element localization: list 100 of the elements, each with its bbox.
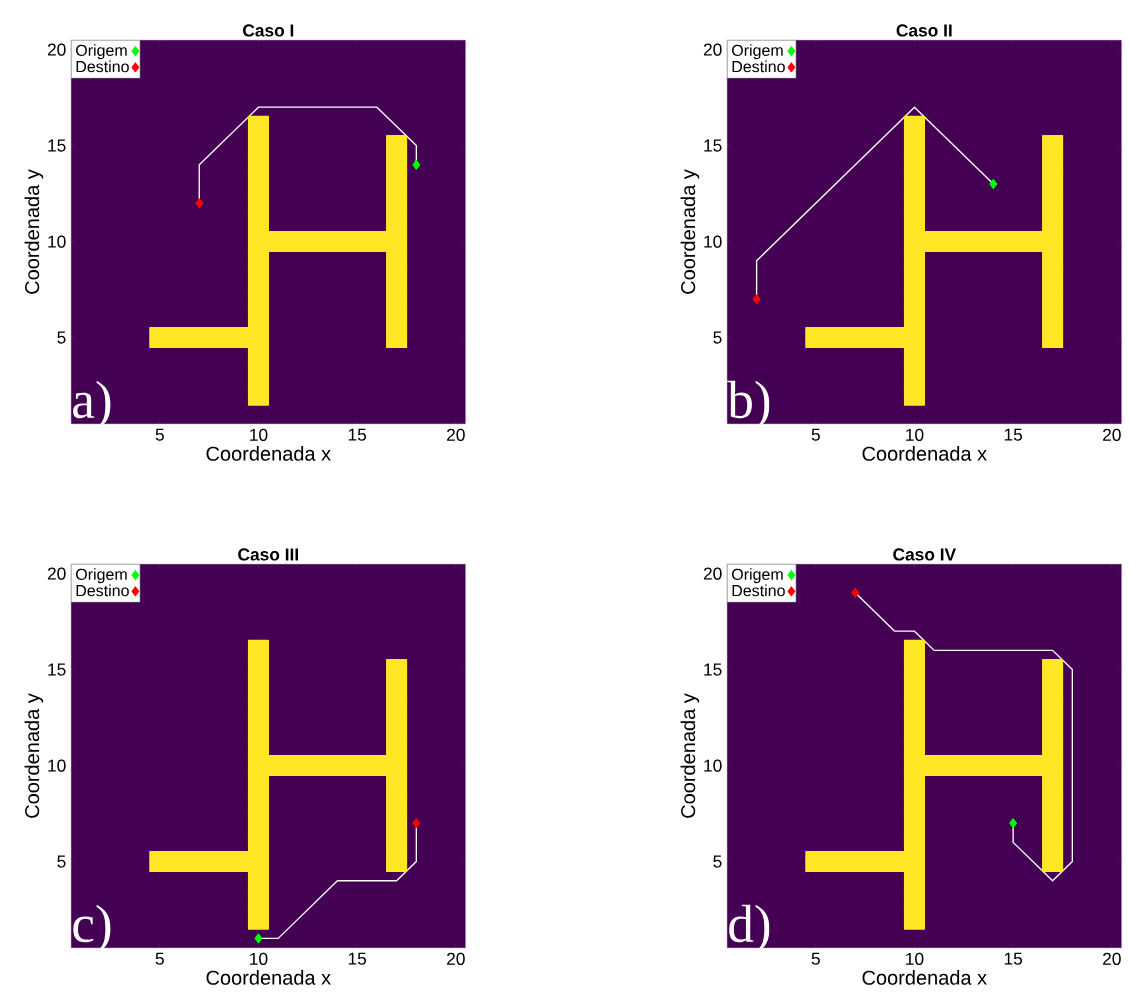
y-tick-label: 5 [57, 331, 66, 344]
point [1042, 793, 1064, 815]
point [1042, 851, 1064, 873]
point [903, 774, 926, 796]
point [228, 327, 250, 349]
legend-label: Destino [76, 60, 129, 73]
x-tick-label: 5 [811, 428, 820, 441]
x-tick-label: 15 [1004, 428, 1023, 441]
chart-title: Caso IV [893, 548, 956, 561]
point [247, 659, 270, 681]
y-tick-label: 5 [57, 855, 66, 868]
annotation: a) [73, 380, 111, 430]
point [412, 818, 421, 829]
point [805, 851, 827, 873]
point [903, 173, 926, 195]
point [287, 231, 309, 253]
point [247, 154, 270, 176]
point [1009, 818, 1018, 829]
point [386, 851, 408, 873]
x-axis-title: Coordenada x [862, 970, 987, 985]
point [267, 755, 289, 777]
legend-label: Origem [76, 568, 127, 584]
point [903, 870, 926, 892]
point [247, 793, 270, 815]
point [923, 231, 945, 253]
point [903, 135, 926, 157]
point [1042, 831, 1064, 853]
point [386, 269, 408, 291]
point [267, 231, 289, 253]
point [247, 269, 270, 291]
x-tick-label: 5 [155, 428, 164, 441]
point [752, 294, 761, 305]
y-tick-label: 5 [713, 331, 722, 344]
legend-label: Destino [732, 584, 785, 597]
point [825, 851, 847, 873]
point [247, 870, 270, 892]
y-tick-label: 10 [704, 759, 722, 772]
point [1042, 135, 1064, 157]
point [903, 384, 926, 406]
point [247, 831, 270, 853]
point [903, 115, 926, 137]
point [1042, 211, 1064, 233]
legend-label: Origem [732, 44, 783, 60]
point [864, 851, 886, 873]
point [923, 755, 945, 777]
point [903, 269, 926, 291]
point [169, 327, 191, 349]
point [1022, 231, 1044, 253]
annotation: d) [729, 904, 770, 954]
point [1042, 288, 1064, 310]
point [247, 346, 270, 368]
point [1042, 307, 1064, 329]
point [884, 327, 906, 349]
point [149, 851, 171, 873]
point [903, 307, 926, 329]
point [903, 659, 926, 681]
x-tick-label: 5 [811, 952, 820, 965]
point [195, 198, 204, 209]
point [307, 755, 329, 777]
point [1042, 812, 1064, 834]
point [903, 697, 926, 719]
point [247, 173, 270, 195]
point [1002, 755, 1024, 777]
point [366, 231, 388, 253]
y-tick-label: 10 [48, 759, 66, 772]
x-tick-label: 15 [348, 428, 367, 441]
point [825, 327, 847, 349]
point [188, 327, 210, 349]
point [1042, 697, 1064, 719]
point [188, 851, 210, 873]
point [386, 735, 408, 757]
point [1042, 678, 1064, 700]
point [386, 678, 408, 700]
point [208, 327, 230, 349]
point [903, 908, 926, 930]
point [386, 831, 408, 853]
point [247, 211, 270, 233]
x-tick-label: 15 [1004, 952, 1023, 965]
y-axis-title: Coordenada y [680, 169, 700, 294]
point [247, 115, 270, 137]
point [386, 812, 408, 834]
point [307, 231, 329, 253]
y-tick-label: 15 [704, 139, 722, 152]
point [1042, 269, 1064, 291]
point [247, 250, 270, 272]
point [903, 831, 926, 853]
y-tick-label: 20 [47, 43, 66, 56]
point [386, 288, 408, 310]
x-tick-label: 5 [155, 952, 164, 965]
y-tick-label: 15 [48, 663, 66, 676]
point [326, 755, 348, 777]
point [228, 851, 250, 873]
point [386, 135, 408, 157]
legend-label: Destino [76, 584, 129, 597]
point [386, 211, 408, 233]
point [247, 307, 270, 329]
point [386, 154, 408, 176]
y-tick-label: 20 [703, 43, 722, 56]
point [903, 154, 926, 176]
point [247, 908, 270, 930]
